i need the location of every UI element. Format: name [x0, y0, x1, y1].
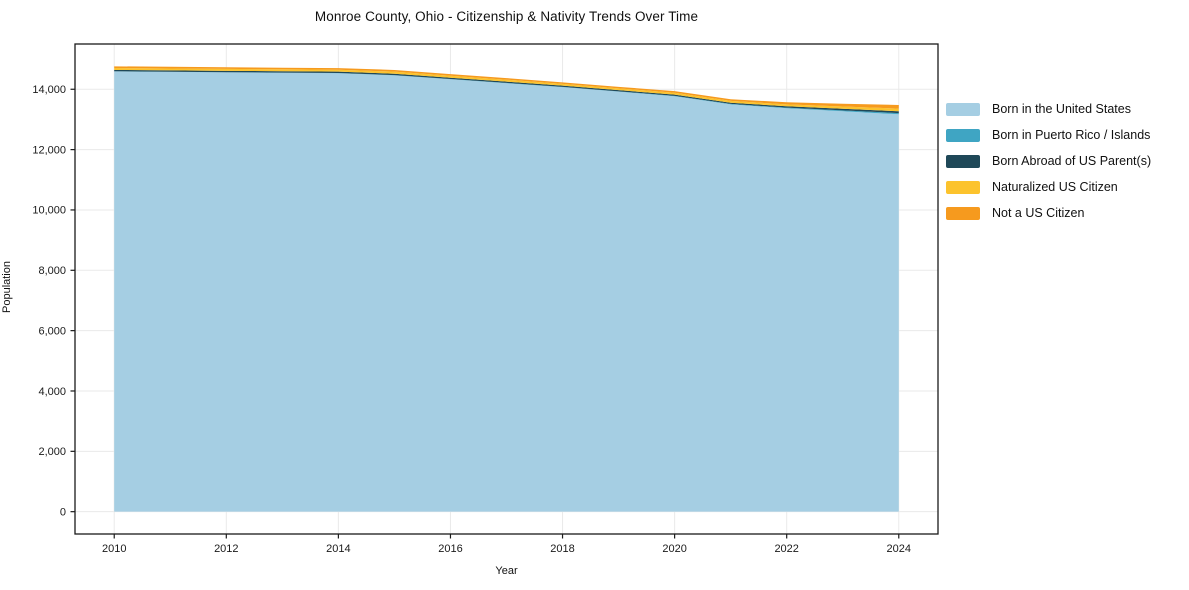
legend-label: Born in the United States [992, 102, 1131, 116]
x-tick-label: 2022 [774, 543, 798, 555]
area-series-group [114, 66, 899, 512]
y-tick-label: 4,000 [38, 386, 66, 398]
area-born-in-puerto-rico-islands [114, 71, 899, 115]
y-tick-label: 14,000 [32, 84, 66, 96]
x-tick-label: 2024 [887, 543, 911, 555]
axis-ticks: 2010 2012 2014 2016 2018 2020 2022 2024 0 2,000 4,… [32, 84, 911, 555]
legend-item-born-in-puerto-rico: Born in Puerto Rico / Islands [946, 122, 1151, 148]
x-tick-label: 2012 [214, 543, 238, 555]
area-born-abroad-of-us-parent-s [114, 69, 899, 114]
legend-item-naturalized: Naturalized US Citizen [946, 174, 1151, 200]
y-tick-label: 2,000 [38, 446, 66, 458]
area-born-in-the-united-states [114, 71, 899, 512]
legend-item-born-abroad: Born Abroad of US Parent(s) [946, 148, 1151, 174]
legend-swatch-not-citizen [946, 206, 980, 220]
legend-swatch-born-in-puerto-rico [946, 128, 980, 142]
y-tick-label: 8,000 [38, 265, 66, 277]
y-tick-label: 0 [60, 506, 66, 518]
y-tick-label: 6,000 [38, 325, 66, 337]
plot-border [74, 43, 939, 535]
y-tick-label: 10,000 [32, 205, 66, 217]
legend: Born in the United States Born in Puerto… [946, 96, 1151, 226]
legend-label: Not a US Citizen [992, 206, 1085, 220]
x-tick-label: 2010 [102, 543, 126, 555]
area-not-a-us-citizen [114, 66, 899, 109]
x-axis-label: Year [495, 565, 518, 577]
chart-title: Monroe County, Ohio - Citizenship & Nati… [314, 9, 699, 24]
area-naturalized-us-citizen [114, 67, 899, 112]
legend-label: Born in Puerto Rico / Islands [992, 128, 1151, 142]
y-tick-label: 12,000 [32, 144, 66, 156]
legend-item-not-citizen: Not a US Citizen [946, 200, 1151, 226]
legend-swatch-naturalized [946, 180, 980, 194]
x-tick-label: 2016 [438, 543, 462, 555]
x-tick-label: 2020 [662, 543, 686, 555]
legend-label: Naturalized US Citizen [992, 180, 1118, 194]
legend-item-born-in-us: Born in the United States [946, 96, 1151, 122]
legend-swatch-born-in-us [946, 102, 980, 116]
x-tick-label: 2018 [550, 543, 574, 555]
legend-swatch-born-abroad [946, 154, 980, 168]
x-tick-label: 2014 [326, 543, 350, 555]
legend-label: Born Abroad of US Parent(s) [992, 154, 1152, 168]
